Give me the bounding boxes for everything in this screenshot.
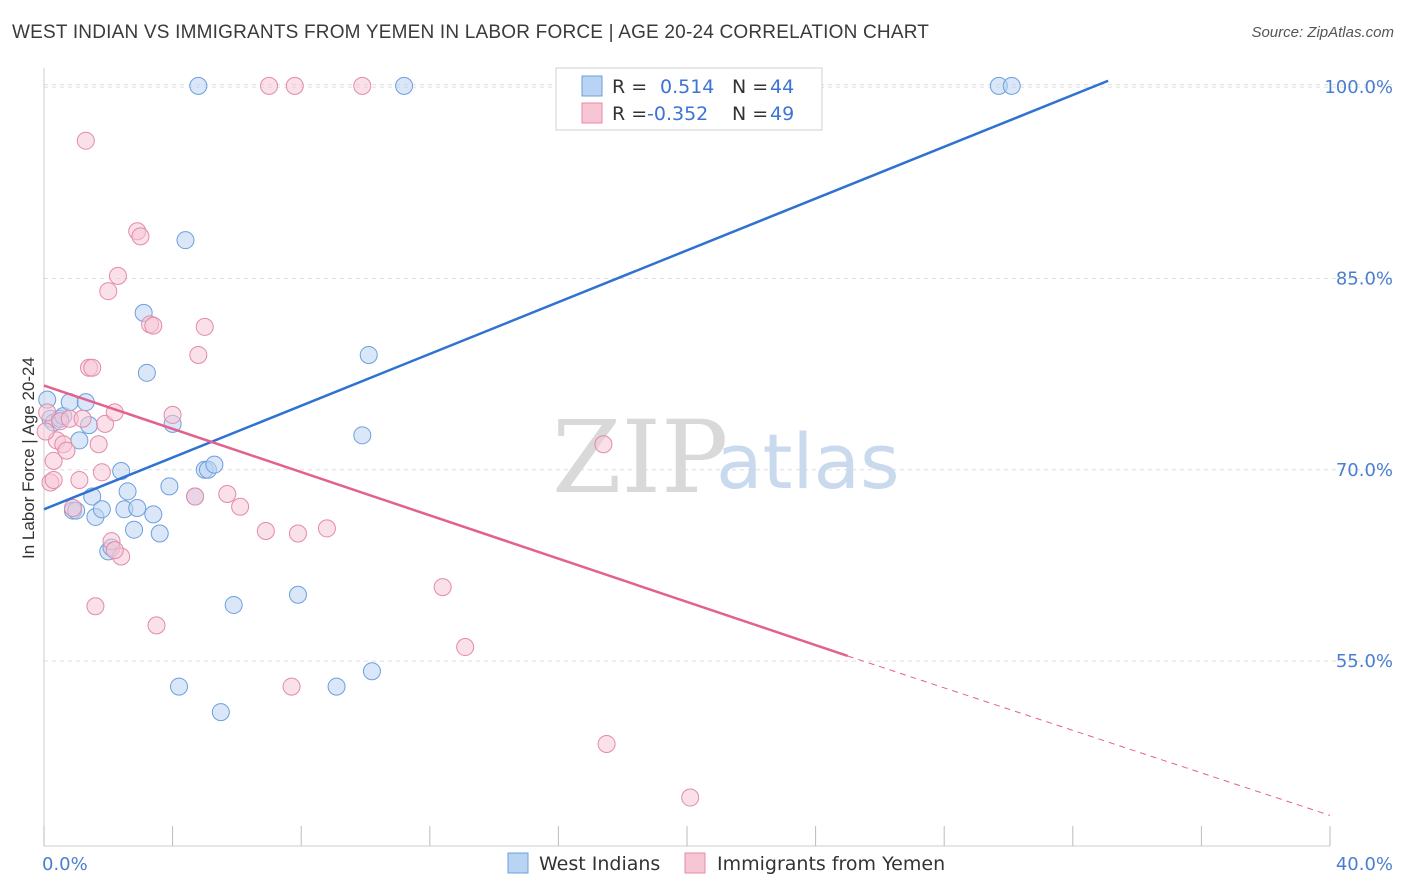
west-indian-point-27 <box>170 677 189 696</box>
yemen-point-45 <box>36 422 55 441</box>
legend-r-label-1: R = <box>612 76 647 98</box>
yemen-point-33 <box>256 521 275 540</box>
yemen-point-30 <box>195 317 214 336</box>
legend-bottom-label-2: Immigrants from Yemen <box>717 853 945 875</box>
axes <box>43 68 1331 847</box>
yemen-point-8 <box>63 499 82 518</box>
yemen-point-32 <box>231 497 250 516</box>
west-indian-point-35 <box>224 595 243 614</box>
legend-swatch-pink <box>581 102 603 124</box>
legend-r-value-2: -0.352 <box>647 103 708 125</box>
grid-lines <box>44 84 1395 662</box>
west-indian-point-38 <box>353 426 372 445</box>
yemen-point-13 <box>86 597 105 616</box>
y-tick-label-2: 85.0% <box>1336 268 1393 289</box>
legend-bottom: West Indians Immigrants from Yemen <box>507 852 945 875</box>
yemen-point-46 <box>73 409 92 428</box>
legend-n-label-2: N = <box>732 103 768 125</box>
yemen-point-29 <box>189 345 208 364</box>
watermark: ZIP atlas <box>552 399 900 516</box>
west-indian-point-23 <box>144 505 163 524</box>
watermark-zip: ZIP <box>552 399 728 516</box>
chart-title: WEST INDIAN VS IMMIGRANTS FROM YEMEN IN … <box>12 22 930 43</box>
yemen-point-40 <box>433 578 452 597</box>
yemen-point-44 <box>681 788 700 807</box>
yemen-point-39 <box>353 76 372 95</box>
yemen-point-12 <box>83 358 102 377</box>
yemen-point-15 <box>92 463 111 482</box>
yemen-point-42 <box>594 435 613 454</box>
west-indian-point-34 <box>211 703 230 722</box>
west-indian-point-43 <box>1002 76 1021 95</box>
yemen-point-35 <box>282 677 301 696</box>
yemen-point-25 <box>144 316 163 335</box>
y-tick-label-1: 70.0% <box>1336 460 1393 481</box>
y-tick-label-3: 100.0% <box>1324 77 1393 98</box>
west-indian-point-20 <box>128 499 147 518</box>
yemen-point-36 <box>285 76 304 95</box>
yemen-point-26 <box>147 616 166 635</box>
x-tick-label-1: 40.0% <box>1336 854 1393 875</box>
west-indian-point-24 <box>150 524 169 543</box>
legend-swatch-blue <box>581 75 603 97</box>
yemen-point-14 <box>89 435 108 454</box>
yemen-point-43 <box>597 734 616 753</box>
west-indian-point-19 <box>125 520 144 539</box>
x-tick-labels: 0.0% 40.0% <box>42 854 1393 875</box>
yemen-point-34 <box>260 76 279 95</box>
legend-n-value-2: 49 <box>770 103 794 125</box>
legend-bottom-label-1: West Indians <box>539 853 660 875</box>
yemen-point-27 <box>163 405 182 424</box>
data-points <box>36 76 1021 807</box>
west-indian-point-39 <box>359 345 378 364</box>
west-indian-point-40 <box>362 662 381 681</box>
legend-n-value-1: 44 <box>770 76 794 98</box>
y-tick-label-0: 55.0% <box>1336 651 1393 672</box>
trend-line-0 <box>43 79 1109 511</box>
west-indian-point-33 <box>205 455 224 474</box>
x-tick-label-0: 0.0% <box>42 854 88 875</box>
legend-top: R = 0.514 N = 44 R = -0.352 N = 49 <box>555 67 823 131</box>
trend-line-1 <box>43 384 849 658</box>
yemen-point-31 <box>218 484 237 503</box>
yemen-point-23 <box>131 227 150 246</box>
yemen-point-48 <box>105 541 124 560</box>
yemen-point-47 <box>44 470 63 489</box>
west-indian-point-22 <box>137 363 156 382</box>
yemen-point-37 <box>288 524 307 543</box>
legend-r-value-1: 0.514 <box>660 76 714 98</box>
west-indian-point-36 <box>288 585 307 604</box>
yemen-point-2 <box>44 451 63 470</box>
y-axis-label: In Labor Force | Age 20-24 <box>19 357 38 559</box>
source-label: Source: ZipAtlas.com <box>1251 24 1394 41</box>
yemen-point-0 <box>38 403 57 422</box>
legend-n-label-1: N = <box>732 76 768 98</box>
west-indian-point-41 <box>395 76 414 95</box>
watermark-atlas: atlas <box>716 417 900 506</box>
legend-bottom-swatch-pink <box>684 852 706 874</box>
trend-lines <box>43 79 1331 816</box>
yemen-point-20 <box>108 266 127 285</box>
yemen-point-28 <box>186 487 205 506</box>
yemen-point-10 <box>76 131 95 150</box>
yemen-point-6 <box>57 441 76 460</box>
trend-line-2 <box>847 655 1331 816</box>
yemen-point-38 <box>317 519 336 538</box>
y-tick-labels: 55.0% 70.0% 85.0% 100.0% <box>1324 77 1393 672</box>
west-indian-point-30 <box>189 76 208 95</box>
west-indian-point-25 <box>160 477 179 496</box>
west-indian-point-28 <box>176 231 195 250</box>
yemen-point-17 <box>99 282 118 301</box>
yemen-point-9 <box>70 470 89 489</box>
west-indian-point-13 <box>92 500 111 519</box>
legend-r-label-2: R = <box>612 103 647 125</box>
legend-bottom-swatch-blue <box>507 852 529 874</box>
west-indian-point-37 <box>327 677 346 696</box>
yemen-point-16 <box>96 414 115 433</box>
west-indian-point-18 <box>118 482 137 501</box>
yemen-point-41 <box>456 638 475 657</box>
